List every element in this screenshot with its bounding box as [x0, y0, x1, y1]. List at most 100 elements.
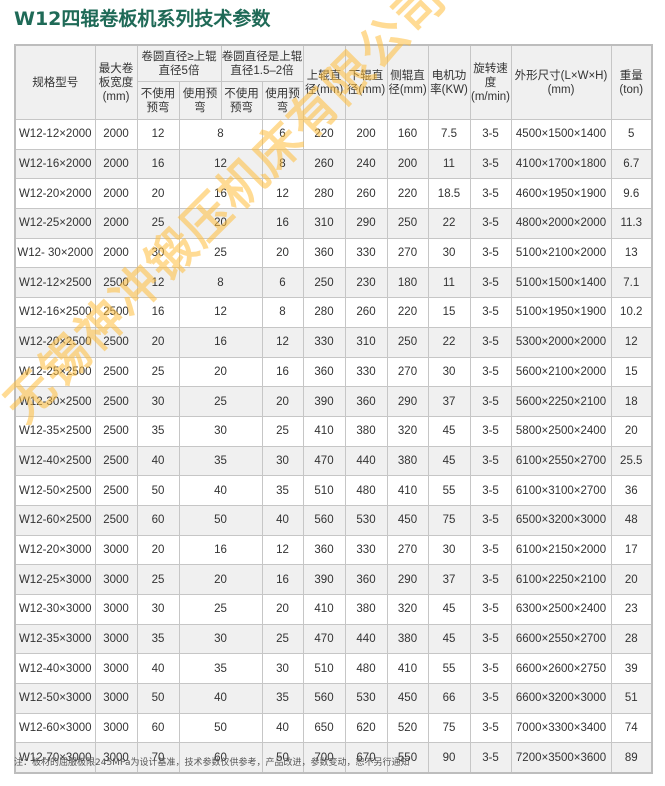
- cell-weight: 7.1: [610, 267, 653, 299]
- cell-speed: 3-5: [469, 504, 512, 536]
- cell-group1-no-prebend: 25: [136, 564, 180, 595]
- cell-dimensions: 4100×1700×1800: [510, 148, 612, 180]
- table-row: W12-20×2500 2500 20 16 12 330 310 250 22 3-5 5300×…: [14, 326, 653, 358]
- table-row: W12-12×2500 2500 12 8 6 250 230 180 11 3-5 5100×15…: [14, 267, 653, 299]
- table-row: W12-30×3000 3000 30 25 20 410 380 320 45 3-5 6300×…: [14, 594, 653, 625]
- cell-merged-prebend: 20: [178, 356, 263, 388]
- cell-dimensions: 7200×3500×3600: [510, 742, 612, 774]
- cell-group1-no-prebend: 60: [136, 712, 180, 744]
- cell-upper-roll: 220: [302, 119, 346, 150]
- cell-speed: 3-5: [469, 475, 512, 506]
- cell-group1-no-prebend: 35: [136, 623, 180, 655]
- cell-model: W12-20×2000: [14, 178, 96, 210]
- cell-speed: 3-5: [469, 386, 512, 417]
- cell-dimensions: 4600×1950×1900: [510, 178, 612, 210]
- cell-speed: 3-5: [469, 326, 512, 358]
- cell-upper-roll: 510: [302, 475, 346, 506]
- cell-side-roll: 250: [386, 208, 429, 239]
- cell-side-roll: 520: [386, 712, 429, 744]
- cell-dimensions: 6100×2250×2100: [510, 564, 612, 595]
- table-row: W12-25×2500 2500 25 20 16 360 330 270 30 3-5 5600×…: [14, 356, 653, 388]
- cell-motor-power: 90: [427, 742, 471, 774]
- table-row: W12-60×2500 2500 60 50 40 560 530 450 75 3-5 6500×…: [14, 504, 653, 536]
- cell-motor-power: 30: [427, 356, 471, 388]
- cell-weight: 89: [610, 742, 653, 774]
- cell-lower-roll: 260: [344, 178, 388, 210]
- cell-motor-power: 75: [427, 504, 471, 536]
- cell-side-roll: 380: [386, 623, 429, 655]
- cell-weight: 13: [610, 237, 653, 269]
- cell-side-roll: 220: [386, 297, 429, 328]
- cell-upper-roll: 700: [302, 742, 346, 774]
- cell-motor-power: 11: [427, 267, 471, 299]
- cell-speed: 3-5: [469, 742, 512, 774]
- cell-group1-no-prebend: 30: [136, 237, 180, 269]
- cell-speed: 3-5: [469, 415, 512, 447]
- cell-lower-roll: 480: [344, 475, 388, 506]
- cell-dimensions: 6300×2500×2400: [510, 594, 612, 625]
- cell-max-width: 2000: [94, 237, 138, 269]
- cell-speed: 3-5: [469, 445, 512, 477]
- cell-dimensions: 6100×3100×2700: [510, 475, 612, 506]
- cell-group1-no-prebend: 50: [136, 475, 180, 506]
- cell-model: W12-30×2500: [14, 386, 96, 417]
- cell-group1-no-prebend: 20: [136, 178, 180, 210]
- header-speed: 旋转速度(m/min): [469, 44, 512, 120]
- cell-merged-prebend: 25: [178, 237, 263, 269]
- cell-lower-roll: 290: [344, 208, 388, 239]
- cell-speed: 3-5: [469, 623, 512, 655]
- table-row: W12-20×2000 2000 20 16 12 280 260 220 18.5 3-5 460…: [14, 178, 653, 210]
- cell-motor-power: 22: [427, 208, 471, 239]
- table-row: W12-25×3000 3000 25 20 16 390 360 290 37 3-5 6100×…: [14, 564, 653, 595]
- cell-group2-prebend: 40: [261, 712, 304, 744]
- table-row: W12-30×2500 2500 30 25 20 390 360 290 37 3-5 5600×…: [14, 386, 653, 417]
- cell-model: W12-40×2500: [14, 445, 96, 477]
- cell-motor-power: 45: [427, 415, 471, 447]
- cell-max-width: 3000: [94, 564, 138, 595]
- cell-group2-prebend: 40: [261, 504, 304, 536]
- header-dimensions: 外形尺寸(L×W×H)(mm): [510, 44, 612, 120]
- cell-merged-prebend: 30: [178, 623, 263, 655]
- header-group1-no-prebend: 不使用预弯: [136, 81, 180, 120]
- cell-motor-power: 66: [427, 683, 471, 714]
- cell-speed: 3-5: [469, 356, 512, 388]
- cell-merged-prebend: 50: [178, 504, 263, 536]
- cell-upper-roll: 360: [302, 237, 346, 269]
- header-weight: 重量(ton): [610, 44, 653, 120]
- cell-upper-roll: 510: [302, 653, 346, 685]
- cell-side-roll: 450: [386, 683, 429, 714]
- cell-group1-no-prebend: 25: [136, 356, 180, 388]
- cell-dimensions: 5600×2100×2000: [510, 356, 612, 388]
- spec-table: 规格型号 最大卷板宽度(mm) 卷圆直径≥上辊直径5倍 卷圆直径是上辊直径1.5…: [14, 44, 653, 775]
- table-row: W12-60×3000 3000 60 50 40 650 620 520 75 3-5 7000×…: [14, 712, 653, 744]
- cell-group2-prebend: 12: [261, 326, 304, 358]
- cell-group1-no-prebend: 40: [136, 445, 180, 477]
- cell-group1-no-prebend: 60: [136, 504, 180, 536]
- cell-merged-prebend: 12: [178, 148, 263, 180]
- cell-max-width: 3000: [94, 594, 138, 625]
- cell-upper-roll: 280: [302, 178, 346, 210]
- cell-side-roll: 320: [386, 594, 429, 625]
- cell-motor-power: 15: [427, 297, 471, 328]
- cell-merged-prebend: 20: [178, 208, 263, 239]
- cell-lower-roll: 310: [344, 326, 388, 358]
- cell-max-width: 3000: [94, 653, 138, 685]
- cell-group1-no-prebend: 16: [136, 297, 180, 328]
- cell-weight: 20: [610, 415, 653, 447]
- table-row: W12-16×2500 2500 16 12 8 280 260 220 15 3-5 5100×1…: [14, 297, 653, 328]
- cell-group1-no-prebend: 20: [136, 534, 180, 566]
- cell-upper-roll: 560: [302, 504, 346, 536]
- cell-side-roll: 550: [386, 742, 429, 774]
- cell-merged-prebend: 35: [178, 445, 263, 477]
- cell-max-width: 2500: [94, 326, 138, 358]
- header-lower-roll: 下辊直径(mm): [344, 44, 388, 120]
- cell-group2-prebend: 16: [261, 356, 304, 388]
- cell-merged-prebend: 25: [178, 594, 263, 625]
- cell-group1-no-prebend: 12: [136, 119, 180, 150]
- cell-weight: 39: [610, 653, 653, 685]
- cell-lower-roll: 240: [344, 148, 388, 180]
- cell-side-roll: 160: [386, 119, 429, 150]
- cell-upper-roll: 360: [302, 356, 346, 388]
- cell-motor-power: 18.5: [427, 178, 471, 210]
